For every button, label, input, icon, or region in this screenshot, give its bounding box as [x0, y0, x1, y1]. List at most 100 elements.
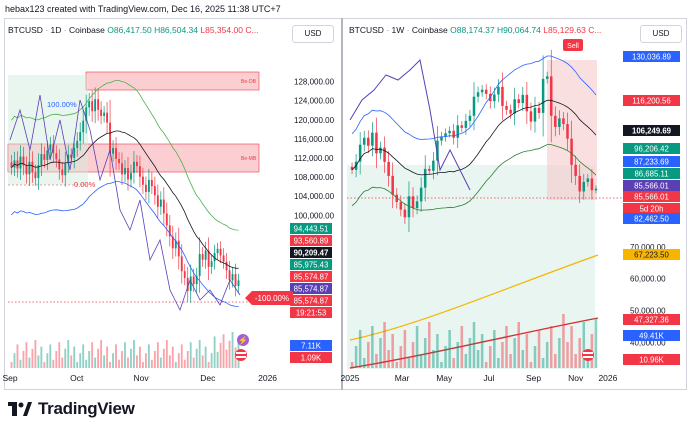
volume-bar [91, 342, 94, 368]
price-label-text: 85,574.87 [294, 285, 329, 294]
volume-bar [31, 348, 34, 368]
bearish-ob-zone [85, 71, 260, 91]
candle-body [174, 240, 177, 249]
left-overlays [9, 80, 241, 312]
volume-bar [46, 353, 49, 368]
volume-bar [37, 355, 40, 368]
oscillator-line [9, 94, 241, 312]
volume-bar [198, 340, 201, 368]
volume-bar [85, 359, 88, 368]
panel-divider[interactable] [341, 18, 343, 390]
left-high: H86,504.34 [154, 25, 199, 35]
price-label-text: 93,560.89 [294, 237, 329, 246]
candle-body [150, 179, 153, 187]
candle-body [64, 163, 67, 176]
price-tick: 104,000.00 [294, 192, 335, 201]
candle-body [195, 276, 198, 285]
right-exchange: Coinbase [411, 25, 448, 35]
candle-body [225, 261, 228, 271]
candle-body [79, 132, 82, 141]
candle-body [43, 154, 46, 160]
price-label-text: 94,443.51 [294, 225, 329, 234]
volume-bar [130, 348, 132, 368]
candle-body [58, 159, 61, 170]
candle-body [40, 154, 43, 166]
candle-body [67, 154, 70, 164]
price-label-text: 1.09K [301, 354, 322, 363]
volume-bar [61, 357, 64, 368]
candle-body [16, 160, 19, 169]
left-interval[interactable]: 1D [50, 25, 62, 35]
candle-body [189, 276, 192, 291]
candle-body [141, 176, 144, 185]
candle-body [118, 158, 120, 164]
candle-body [144, 184, 147, 192]
volume-bar [133, 340, 135, 368]
price-tick: 108,000.00 [294, 173, 335, 182]
candle-body [139, 166, 141, 177]
price-tick: 116,000.00 [294, 135, 334, 144]
moving-average-line [11, 130, 239, 269]
right-interval[interactable]: 1W [391, 25, 405, 35]
volume-bar [225, 349, 228, 368]
volume-bar [112, 353, 114, 368]
volume-bar [13, 353, 16, 368]
event-icon[interactable] [237, 334, 249, 346]
volume-bar [141, 362, 144, 368]
price-tick: 124,000.00 [294, 97, 335, 106]
candle-body [234, 274, 237, 287]
bearish-mb-label: Be-MB [241, 156, 257, 162]
price-tick: 120,000.00 [294, 116, 335, 125]
volume-bar [186, 351, 189, 368]
time-tick: Oct [70, 373, 84, 383]
fib-label-100: 100.00% [47, 100, 77, 109]
candle-body [70, 154, 73, 158]
left-time-axis[interactable]: Sep Oct Nov Dec 2026 [2, 373, 277, 383]
volume-bar [153, 351, 156, 368]
candle-body [55, 153, 58, 160]
volume-bar [79, 353, 82, 368]
right-symbol[interactable]: BTCUSD [349, 25, 384, 35]
volume-bar [177, 353, 180, 368]
volume-bar [67, 340, 70, 368]
candle-body [130, 172, 132, 180]
candle-body [216, 248, 219, 254]
candle-body [219, 248, 222, 256]
candle-body [177, 240, 180, 257]
candle-body [228, 270, 231, 281]
price-label-tag [290, 247, 332, 258]
left-low: L85,354.00 [200, 25, 243, 35]
left-currency-button[interactable]: USD [292, 25, 334, 43]
upper-band-line [11, 80, 239, 231]
candle-body [121, 163, 123, 175]
tradingview-logo-text: TradingView [38, 399, 135, 418]
candle-body [213, 253, 216, 262]
right-currency-button[interactable]: USD [640, 25, 682, 43]
candle-body [82, 120, 85, 133]
left-exchange: Coinbase [68, 25, 105, 35]
volume-bar [192, 357, 195, 368]
price-tick: 112,000.00 [294, 154, 334, 163]
left-symbol[interactable]: BTCUSD [8, 25, 43, 35]
price-label-text: 7.11K [301, 342, 322, 351]
candle-body [88, 101, 91, 108]
volume-bar [213, 336, 216, 368]
candle-body [162, 199, 165, 214]
volume-bar [210, 353, 213, 368]
candle-body [156, 195, 159, 207]
volume-bar [207, 362, 210, 368]
candle-body [106, 112, 109, 123]
candle-body [186, 277, 189, 291]
volume-bar [22, 351, 25, 368]
volume-bar [118, 359, 120, 368]
volume-bar [201, 355, 204, 368]
volume-bar [147, 344, 150, 368]
volume-bar [58, 342, 61, 368]
tradingview-logo[interactable]: TradingView [8, 398, 135, 420]
volume-bar [150, 359, 153, 368]
flag-icon[interactable] [235, 349, 247, 361]
volume-bar [70, 355, 73, 368]
candle-body [192, 276, 195, 285]
price-label-text: 90,209.47 [294, 249, 329, 258]
